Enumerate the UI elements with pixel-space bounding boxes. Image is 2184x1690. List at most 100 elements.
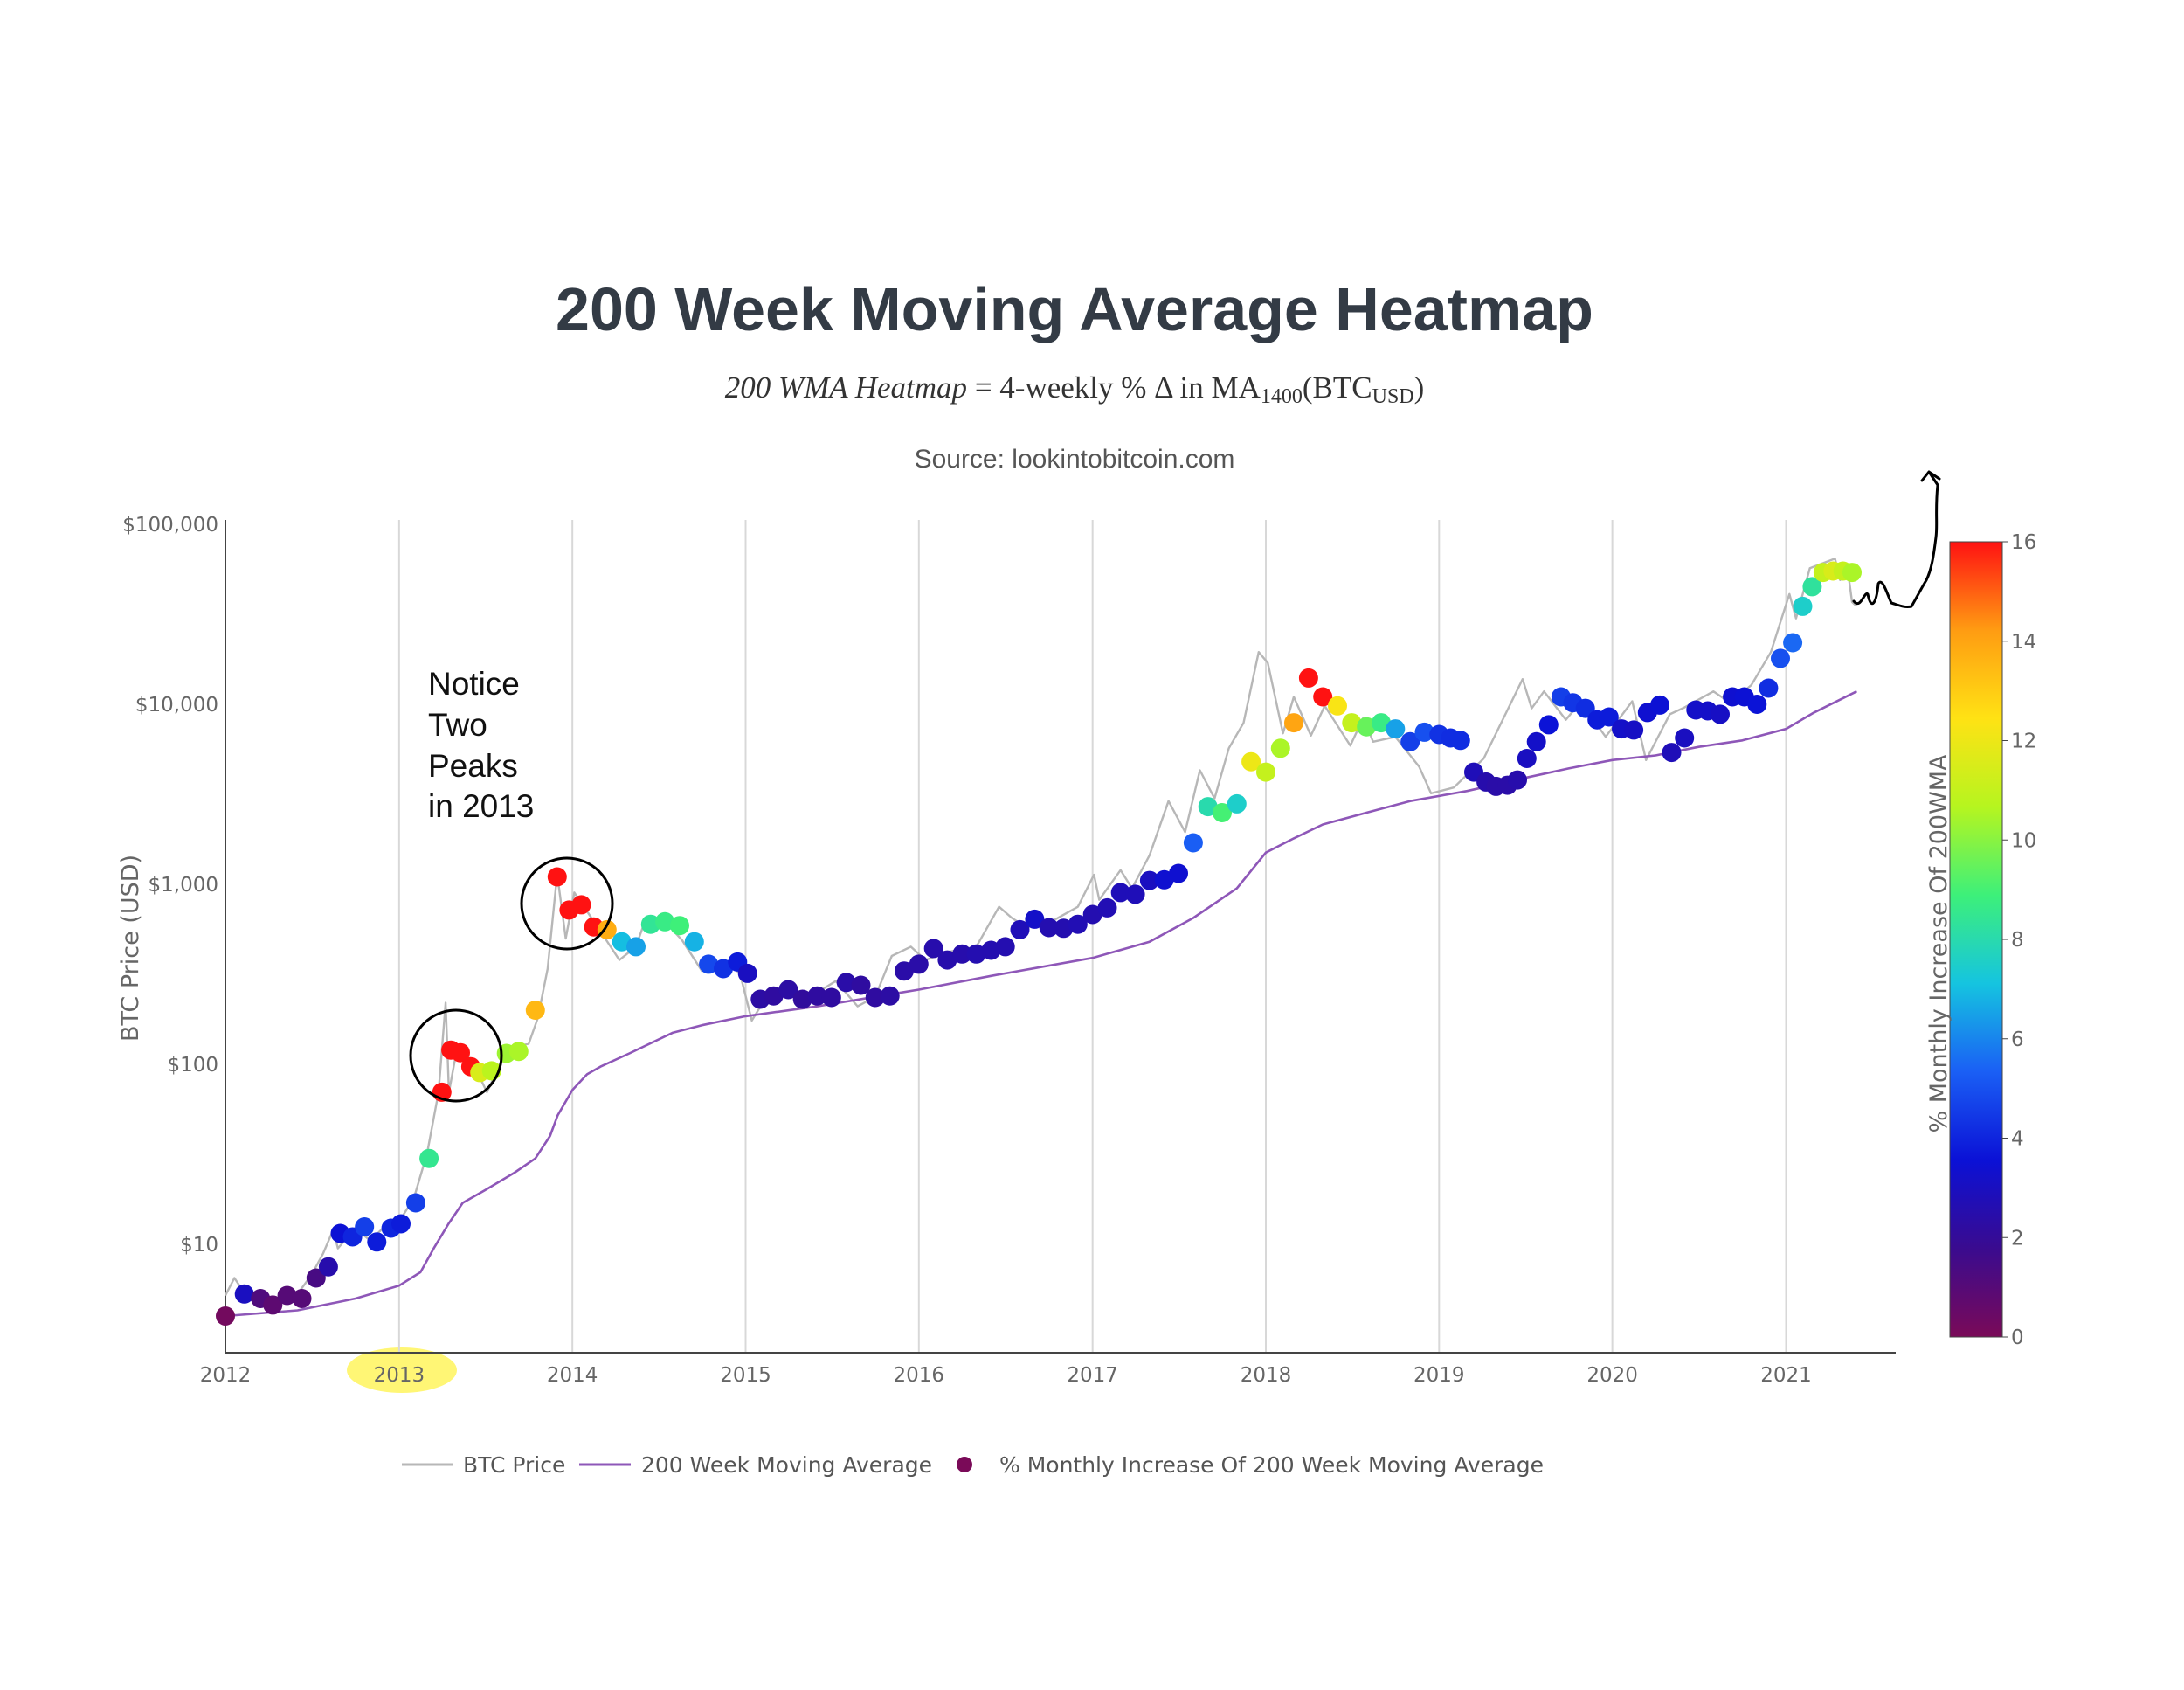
- note-line-3: Peaks: [428, 748, 518, 784]
- heatmap-dot: [836, 973, 856, 993]
- y-tick-10: $10: [180, 1234, 218, 1257]
- heatmap-dot: [1662, 743, 1682, 763]
- colorbar-tick-0: 0: [2011, 1326, 2024, 1349]
- heatmap-dot: [263, 1295, 283, 1315]
- heatmap-dot: [1025, 909, 1045, 929]
- colorbar: [1949, 541, 2003, 1338]
- highlight-2013-marker: [347, 1347, 457, 1393]
- heatmap-dot: [525, 1001, 545, 1020]
- x-tick-2016: 2016: [894, 1364, 945, 1387]
- annotation-circle-peak1: [409, 1008, 503, 1103]
- note-line-1: Notice: [428, 666, 520, 702]
- chart-title: 200 Week Moving Average Heatmap: [556, 275, 1593, 343]
- heatmap-dot: [1213, 803, 1232, 822]
- x-tick-2019: 2019: [1413, 1364, 1465, 1387]
- colorbar-tick-14: 14: [2011, 631, 2036, 654]
- x-tick-2018: 2018: [1241, 1364, 1292, 1387]
- heatmap-dot: [670, 916, 689, 936]
- heatmap-dot: [451, 1042, 470, 1063]
- heatmap-dot: [1270, 738, 1290, 758]
- heatmap-dot: [1068, 914, 1088, 934]
- legend-wma-label: 200 Week Moving Average: [641, 1452, 932, 1478]
- heatmap-dot: [995, 937, 1015, 957]
- heatmap-dot: [880, 986, 900, 1006]
- formula-sub2: USD: [1372, 385, 1414, 408]
- note-line-4: in 2013: [428, 788, 534, 824]
- heatmap-dot: [1517, 749, 1537, 768]
- heatmap-dot: [547, 867, 567, 887]
- y-tick-100: $100: [167, 1054, 218, 1077]
- heatmap-dot: [821, 987, 841, 1008]
- colorbar-ticks: 0 2 4 6 8 10 12 14 16: [2002, 531, 2036, 1349]
- heatmap-dot: [318, 1257, 338, 1277]
- heatmap-dot: [895, 961, 914, 981]
- heatmap-dot: [1039, 918, 1059, 938]
- heatmap-dot: [1538, 715, 1559, 735]
- colorbar-tick-12: 12: [2011, 731, 2036, 753]
- colorbar-tick-6: 6: [2011, 1029, 2024, 1051]
- x-tick-2015: 2015: [720, 1364, 771, 1387]
- heatmap-dot: [764, 986, 784, 1006]
- y-tick-10000: $10,000: [135, 694, 218, 717]
- heatmap-dot: [1227, 793, 1247, 814]
- heatmap-dot: [508, 1042, 529, 1062]
- heatmap-dot: [1357, 717, 1377, 737]
- heatmap-dot: [909, 954, 929, 974]
- heatmap-dot: [1526, 731, 1546, 751]
- colorbar-tick-4: 4: [2011, 1128, 2024, 1151]
- x-tick-labels: 2012 2013 2014 2015 2016 2017 2018 2019 2020 2021: [200, 1364, 1812, 1387]
- heatmap-dot: [1010, 919, 1030, 939]
- chart-source: Source: lookintobitcoin.com: [915, 445, 1235, 474]
- legend: BTC Price 200 Week Moving Average % Mont…: [402, 1452, 1544, 1478]
- heatmap-dot: [966, 944, 986, 964]
- heatmap-dot: [952, 944, 972, 964]
- heatmap-dot: [1386, 719, 1406, 739]
- heatmap-dot: [1414, 722, 1434, 742]
- heatmap-dot: [1241, 751, 1261, 772]
- heatmap-dot: [778, 980, 798, 1000]
- y-axis-label: BTC Price (USD): [117, 855, 144, 1042]
- heatmap-dot: [1125, 884, 1145, 904]
- heatmap-dot: [1599, 707, 1619, 727]
- heatmap-dot: [865, 987, 885, 1008]
- heatmap-dot: [1400, 731, 1420, 751]
- heatmap-dot: [1450, 731, 1470, 751]
- heatmap-dot: [1783, 633, 1803, 653]
- heatmap-dot: [571, 895, 591, 915]
- heatmap-dot: [1183, 833, 1203, 853]
- annotation-arrow: [1852, 470, 1941, 608]
- heatmap-dot: [1793, 596, 1813, 616]
- heatmap-dot: [1313, 687, 1333, 707]
- annotation-note: Notice Two Peaks in 2013: [428, 666, 534, 824]
- heatmap-dot: [1139, 870, 1159, 890]
- heatmap-dot: [714, 959, 733, 979]
- heatmap-dot: [1842, 563, 1862, 583]
- heatmap-dot: [1256, 762, 1275, 782]
- heatmap-dot: [640, 914, 660, 934]
- x-tick-2020: 2020: [1586, 1364, 1638, 1387]
- note-line-2: Two: [428, 707, 487, 743]
- heatmap-dot: [684, 932, 704, 952]
- heatmap-dot: [597, 919, 617, 939]
- x-tick-2012: 2012: [200, 1364, 252, 1387]
- legend-heatmap-swatch: [957, 1457, 972, 1472]
- heatmap-dot: [234, 1284, 254, 1304]
- formula-paren-close: ): [1414, 371, 1425, 405]
- y-tick-100000: $100,000: [122, 514, 218, 537]
- heatmap-dot: [405, 1193, 425, 1213]
- heatmap-dot: [1747, 695, 1767, 714]
- x-tick-2013: 2013: [374, 1364, 425, 1387]
- y-tick-1000: $1,000: [149, 874, 218, 897]
- colorbar-tick-8: 8: [2011, 929, 2024, 952]
- heatmap-dot: [1771, 648, 1790, 668]
- colorbar-tick-16: 16: [2011, 531, 2036, 554]
- formula-paren-open: (BTC: [1303, 371, 1372, 405]
- heatmap-dot: [306, 1268, 326, 1288]
- annotation-circle-peak2: [520, 856, 614, 951]
- heatmap-dot: [292, 1289, 312, 1308]
- heatmap-dot: [699, 954, 719, 974]
- heatmap-dot: [1759, 678, 1779, 698]
- legend-heatmap-label: % Monthly Increase Of 200 Week Moving Av…: [999, 1452, 1544, 1478]
- colorbar-label: % Monthly Increase Of 200WMA: [1925, 754, 1952, 1133]
